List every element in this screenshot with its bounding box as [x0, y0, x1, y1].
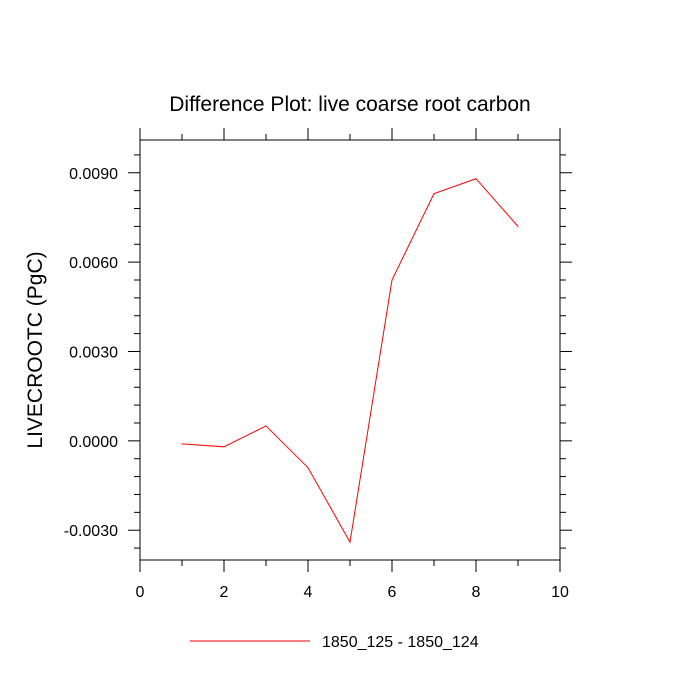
data-point	[391, 279, 393, 281]
data-point	[265, 425, 267, 427]
x-tick-label: 10	[551, 584, 569, 601]
tick-labels: 0 2 4 6 8 10 -0.0030 0.0000 0.0030 0.0060 0.0090	[64, 166, 569, 601]
data-point	[517, 225, 519, 227]
legend-label: 1850_125 - 1850_124	[322, 634, 479, 651]
y-axis-label: LIVECROOTC (PgC)	[24, 251, 47, 448]
data-point	[181, 443, 183, 445]
data-point	[307, 467, 309, 469]
series-line	[181, 178, 519, 544]
data-point	[223, 446, 225, 448]
y-tick-label: 0.0090	[69, 166, 118, 183]
data-point	[349, 541, 351, 543]
data-point	[475, 178, 477, 180]
x-tick-label: 2	[220, 584, 229, 601]
x-tick-label: 4	[304, 584, 313, 601]
y-tick-label: 0.0060	[69, 255, 118, 272]
x-tick-label: 6	[388, 584, 397, 601]
x-tick-label: 0	[136, 584, 145, 601]
chart-title: Difference Plot: live coarse root carbon	[169, 93, 530, 116]
y-tick-label: 0.0030	[69, 344, 118, 361]
axis-ticks	[128, 128, 572, 572]
x-tick-label: 8	[472, 584, 481, 601]
legend: 1850_125 - 1850_124	[190, 634, 479, 651]
y-tick-label: 0.0000	[69, 434, 118, 451]
series-layer	[181, 178, 519, 544]
data-point	[433, 193, 435, 195]
y-tick-label: -0.0030	[64, 523, 118, 540]
